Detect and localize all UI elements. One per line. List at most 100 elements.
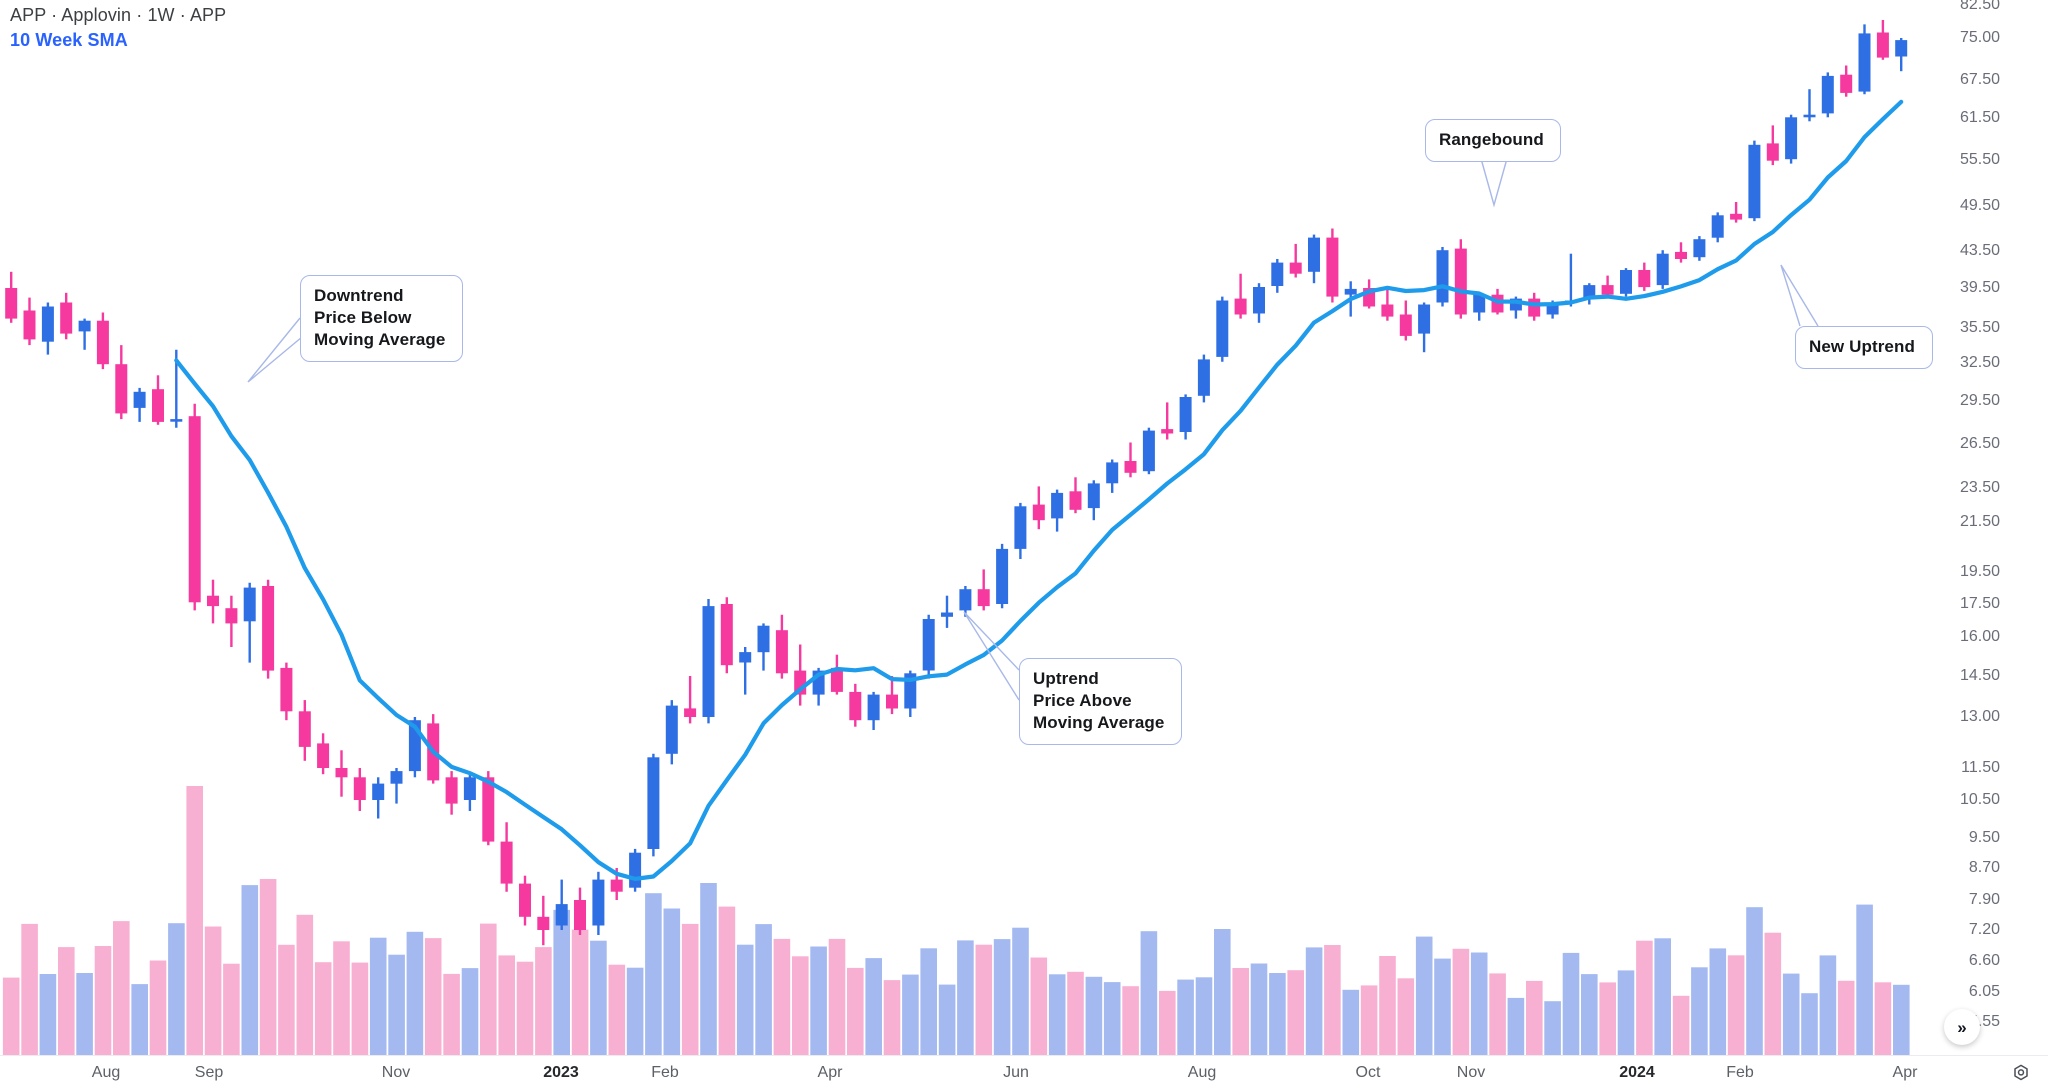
candle-body-up <box>1748 144 1761 219</box>
candle-body-up <box>1583 285 1596 299</box>
candle-body-up <box>1087 483 1100 509</box>
candle-body-up <box>922 619 935 671</box>
annotation-new-uptrend[interactable]: New Uptrend <box>1795 326 1933 370</box>
volume-bar <box>406 931 424 1056</box>
scroll-to-most-recent-bar-button[interactable]: » <box>1944 1009 1980 1045</box>
volume-bar <box>1324 945 1341 1056</box>
candle-body-down <box>610 879 623 892</box>
volume-bar <box>113 921 130 1056</box>
volume-bar <box>1544 1001 1561 1056</box>
candle-body-down <box>574 900 586 930</box>
price-tick: 21.50 <box>1959 513 2000 530</box>
price-tick: 11.50 <box>1961 759 2000 776</box>
price-tick: 55.50 <box>1959 151 2000 168</box>
volume-bar <box>278 944 295 1056</box>
annotation-rangebound[interactable]: Rangebound <box>1425 119 1561 163</box>
volume-bar <box>21 923 38 1056</box>
volume-bar <box>94 946 112 1056</box>
time-tick: Sep <box>194 1064 224 1081</box>
candle-body-up <box>1858 33 1871 92</box>
volume-bar <box>369 937 387 1056</box>
price-tick: 82.50 <box>1959 0 2000 13</box>
candle-body-down <box>335 768 348 778</box>
price-scale[interactable]: 82.50 75.00 67.50 61.50 55.50 49.50 43.50 39.50… <box>1960 0 2048 1056</box>
volume-bar <box>1636 940 1653 1056</box>
candle-body-down <box>152 389 164 422</box>
annotation-uptrend[interactable]: Uptrend Price Above Moving Average <box>1019 658 1182 746</box>
time-tick: Apr <box>1892 1064 1918 1081</box>
volume-bar <box>1269 973 1286 1056</box>
candle-body-down <box>1528 298 1541 317</box>
volume-bar <box>571 929 589 1056</box>
volume-bar <box>957 940 974 1056</box>
candle-body-down <box>317 743 330 768</box>
volume-bar <box>1214 929 1231 1056</box>
time-tick: Aug <box>1187 1064 1217 1081</box>
annotation-downtrend[interactable]: Downtrend Price Below Moving Average <box>300 275 463 363</box>
candle-body-up <box>959 589 972 611</box>
price-tick: 43.50 <box>1959 242 2000 259</box>
volume-bar <box>590 940 607 1056</box>
candle-body-up <box>170 419 183 422</box>
volume-bar <box>1085 976 1103 1056</box>
candle-body-down <box>849 691 862 721</box>
candle-body-down <box>1069 491 1082 510</box>
volume-bar <box>645 893 662 1056</box>
volume-bar <box>1654 938 1671 1056</box>
candlestick-layer <box>5 20 1908 946</box>
time-tick: Jun <box>1003 1064 1029 1081</box>
price-tick: 32.50 <box>1959 354 2000 371</box>
candle-body-down <box>1161 429 1174 434</box>
candle-body-up <box>1509 298 1522 311</box>
candle-body-up <box>1271 262 1284 286</box>
price-tick: 8.70 <box>1968 859 2000 876</box>
volume-bar <box>902 974 919 1056</box>
candle-body-up <box>1014 506 1027 549</box>
volume-bar <box>1397 978 1415 1056</box>
time-scale[interactable]: Aug Sep Nov 2023 Feb Apr Jun Aug Oct Nov 2024 Feb Ap… <box>0 1055 2048 1090</box>
volume-bar <box>58 947 75 1056</box>
candle-body-up <box>1803 114 1816 118</box>
volume-bar <box>920 948 937 1056</box>
volume-bar <box>1379 956 1396 1056</box>
volume-bar <box>333 941 350 1056</box>
volume-bar <box>480 923 497 1056</box>
volume-bar <box>1140 931 1158 1056</box>
volume-bar <box>1067 971 1084 1056</box>
candle-body-down <box>500 841 513 884</box>
time-tick: Nov <box>1456 1064 1486 1081</box>
volume-bar <box>259 879 277 1056</box>
time-tick: Oct <box>1355 1064 1381 1081</box>
price-plot-area[interactable] <box>0 0 1990 1056</box>
candle-body-down <box>1326 237 1339 297</box>
volume-bar <box>993 939 1011 1056</box>
candle-body-down <box>60 302 73 334</box>
volume-bar <box>535 947 552 1056</box>
gear-icon <box>2014 1064 2028 1081</box>
candle-body-up <box>1197 359 1210 396</box>
time-tick: 2024 <box>1619 1064 1655 1081</box>
volume-bar <box>1103 982 1121 1056</box>
chart-settings-button[interactable] <box>2008 1060 2034 1086</box>
price-tick: 19.50 <box>1959 563 2000 580</box>
candle-body-up <box>757 625 770 653</box>
candle-body-down <box>225 608 238 624</box>
candle-body-down <box>886 694 898 709</box>
candle-body-up <box>941 612 953 617</box>
candle-body-up <box>1051 492 1064 519</box>
candle-body-down <box>298 711 311 747</box>
candle-body-down <box>445 777 458 804</box>
price-tick: 35.50 <box>1959 319 2000 336</box>
volume-bar <box>241 885 259 1056</box>
volume-bar <box>663 908 681 1056</box>
price-tick: 67.50 <box>1959 71 2000 88</box>
volume-bar <box>865 958 882 1056</box>
candle-body-up <box>904 673 917 709</box>
volume-bar <box>516 961 534 1056</box>
volume-bar <box>1434 958 1451 1056</box>
candle-body-up <box>702 606 715 717</box>
candle-body-down <box>23 310 36 340</box>
volume-bar <box>1470 952 1488 1056</box>
volume-bar <box>186 786 203 1056</box>
